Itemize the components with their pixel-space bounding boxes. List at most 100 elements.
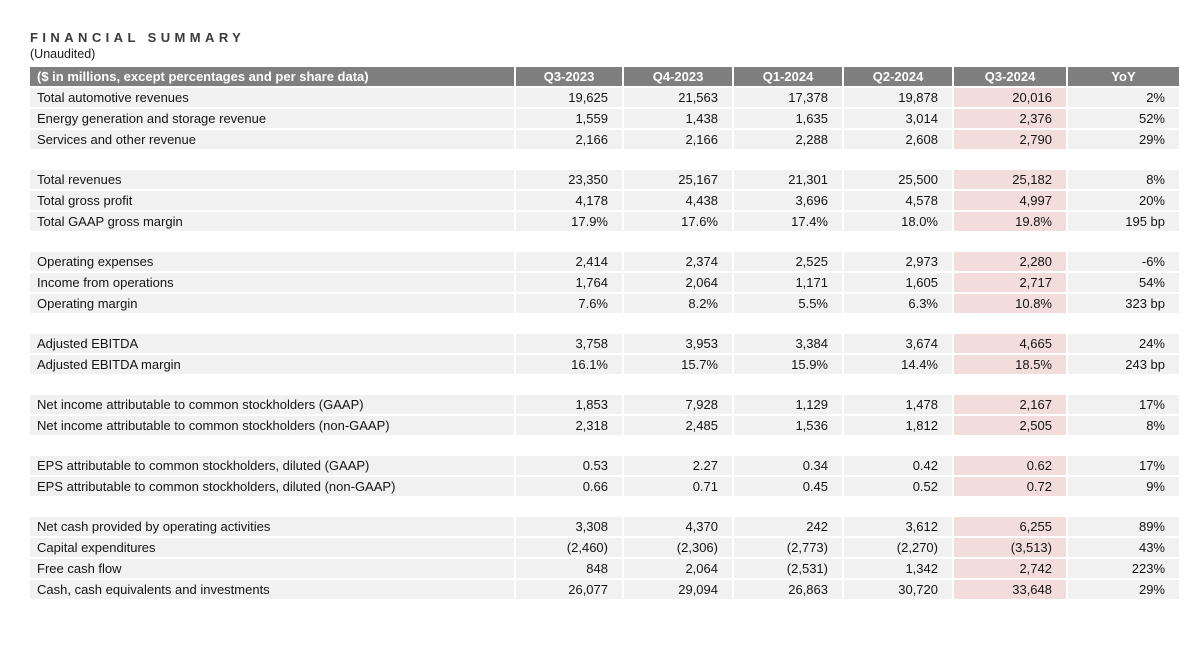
cell-q3-2024: 33,648 [953, 579, 1068, 601]
cell-q3-2024: 2,376 [953, 108, 1068, 130]
cell-q2-2024: 0.42 [843, 456, 954, 477]
section-gap-row [30, 232, 1180, 252]
cell-yoy: 17% [1067, 395, 1181, 416]
section-gap-row [30, 150, 1180, 170]
cell-q2-2024: 6.3% [843, 293, 954, 315]
cell-q2-2024: 1,478 [843, 395, 954, 416]
cell-q1-2024: 17,378 [733, 87, 844, 109]
cell-q3-2024: 6,255 [953, 517, 1068, 538]
cell-q3-2024: 2,790 [953, 129, 1068, 151]
row-label: Total revenues [30, 170, 516, 191]
cell-q3-2023: 0.53 [515, 456, 624, 477]
cell-yoy: 29% [1067, 129, 1181, 151]
cell-q2-2024: 18.0% [843, 211, 954, 233]
page-subtitle: (Unaudited) [30, 47, 96, 61]
cell-yoy: 89% [1067, 517, 1181, 538]
cell-q3-2024: 20,016 [953, 87, 1068, 109]
cell-q1-2024: 1,536 [733, 415, 844, 437]
cell-q1-2024: 2,525 [733, 252, 844, 273]
table-row: Energy generation and storage revenue 1,5… [30, 108, 1181, 130]
cell-q3-2024: 25,182 [953, 170, 1068, 191]
row-label: Capital expenditures [30, 537, 516, 559]
cell-q4-2023: 2.27 [623, 456, 734, 477]
cell-q3-2023: 848 [515, 558, 624, 580]
row-label: Income from operations [30, 272, 516, 294]
cell-q4-2023: 7,928 [623, 395, 734, 416]
cell-q4-2023: 4,370 [623, 517, 734, 538]
cell-yoy: -6% [1067, 252, 1181, 273]
cell-q3-2023: 19,625 [515, 87, 624, 109]
cell-yoy: 223% [1067, 558, 1181, 580]
cell-q4-2023: (2,306) [623, 537, 734, 559]
table-row: Capital expenditures (2,460) (2,306) (2,773… [30, 537, 1181, 559]
table-row: Net income attributable to common stockh… [30, 415, 1181, 437]
column-header-yoy: YoY [1067, 67, 1181, 88]
table-row: Operating margin 7.6% 8.2% 5.5% 6.3% 10.8% 323… [30, 293, 1181, 315]
cell-q1-2024: 17.4% [733, 211, 844, 233]
cell-q3-2023: 17.9% [515, 211, 624, 233]
cell-q4-2023: 2,064 [623, 272, 734, 294]
cell-q1-2024: 0.34 [733, 456, 844, 477]
cell-q4-2023: 21,563 [623, 87, 734, 109]
cell-q2-2024: 30,720 [843, 579, 954, 601]
cell-yoy: 323 bp [1067, 293, 1181, 315]
table-header: ($ in millions, except percentages and p… [30, 67, 1181, 88]
column-header-q3-2023: Q3-2023 [515, 67, 624, 88]
row-label: Net income attributable to common stockh… [30, 395, 516, 416]
table-row: Adjusted EBITDA 3,758 3,953 3,384 3,674 4,665… [30, 334, 1181, 355]
row-label: Total GAAP gross margin [30, 211, 516, 233]
cell-q1-2024: 2,288 [733, 129, 844, 151]
cell-q3-2024: 2,742 [953, 558, 1068, 580]
row-label: Net income attributable to common stockh… [30, 415, 516, 437]
cell-q3-2024: 4,997 [953, 190, 1068, 212]
table-row: Total automotive revenues 19,625 21,563 17,… [30, 87, 1181, 109]
table-row: Net cash provided by operating activitie… [30, 517, 1181, 538]
cell-q3-2023: 2,414 [515, 252, 624, 273]
row-label: Total automotive revenues [30, 87, 516, 109]
cell-q3-2023: 3,308 [515, 517, 624, 538]
cell-q4-2023: 15.7% [623, 354, 734, 376]
section-gap-row [30, 314, 1180, 334]
cell-q3-2024: 18.5% [953, 354, 1068, 376]
cell-q1-2024: 26,863 [733, 579, 844, 601]
cell-q3-2024: 0.62 [953, 456, 1068, 477]
table-body: Total automotive revenues 19,625 21,563 17,… [30, 87, 1181, 601]
cell-q3-2023: 4,178 [515, 190, 624, 212]
cell-yoy: 24% [1067, 334, 1181, 355]
cell-q3-2023: 0.66 [515, 476, 624, 498]
cell-q1-2024: (2,773) [733, 537, 844, 559]
cell-yoy: 195 bp [1067, 211, 1181, 233]
cell-q3-2023: 2,318 [515, 415, 624, 437]
cell-q2-2024: 4,578 [843, 190, 954, 212]
table-header-row: ($ in millions, except percentages and p… [30, 67, 1181, 88]
cell-q2-2024: 1,812 [843, 415, 954, 437]
cell-q4-2023: 25,167 [623, 170, 734, 191]
cell-q2-2024: 2,973 [843, 252, 954, 273]
cell-q1-2024: (2,531) [733, 558, 844, 580]
cell-yoy: 20% [1067, 190, 1181, 212]
column-header-q3-2024: Q3-2024 [953, 67, 1068, 88]
row-label: Services and other revenue [30, 129, 516, 151]
cell-q2-2024: 3,674 [843, 334, 954, 355]
cell-q1-2024: 1,129 [733, 395, 844, 416]
row-label: Total gross profit [30, 190, 516, 212]
cell-q2-2024: 3,612 [843, 517, 954, 538]
cell-q3-2023: 7.6% [515, 293, 624, 315]
page-title: FINANCIAL SUMMARY [30, 30, 246, 45]
table-row: Income from operations 1,764 2,064 1,171 1,6… [30, 272, 1181, 294]
cell-q3-2023: 1,853 [515, 395, 624, 416]
financial-summary-table: ($ in millions, except percentages and p… [30, 67, 1181, 601]
cell-yoy: 52% [1067, 108, 1181, 130]
section-gap-row [30, 497, 1180, 517]
cell-q3-2023: 3,758 [515, 334, 624, 355]
cell-q1-2024: 1,635 [733, 108, 844, 130]
cell-q3-2024: 2,505 [953, 415, 1068, 437]
cell-q3-2023: 1,559 [515, 108, 624, 130]
cell-q4-2023: 2,485 [623, 415, 734, 437]
cell-q2-2024: 3,014 [843, 108, 954, 130]
cell-yoy: 8% [1067, 170, 1181, 191]
cell-q4-2023: 3,953 [623, 334, 734, 355]
cell-q3-2023: 16.1% [515, 354, 624, 376]
cell-q1-2024: 15.9% [733, 354, 844, 376]
